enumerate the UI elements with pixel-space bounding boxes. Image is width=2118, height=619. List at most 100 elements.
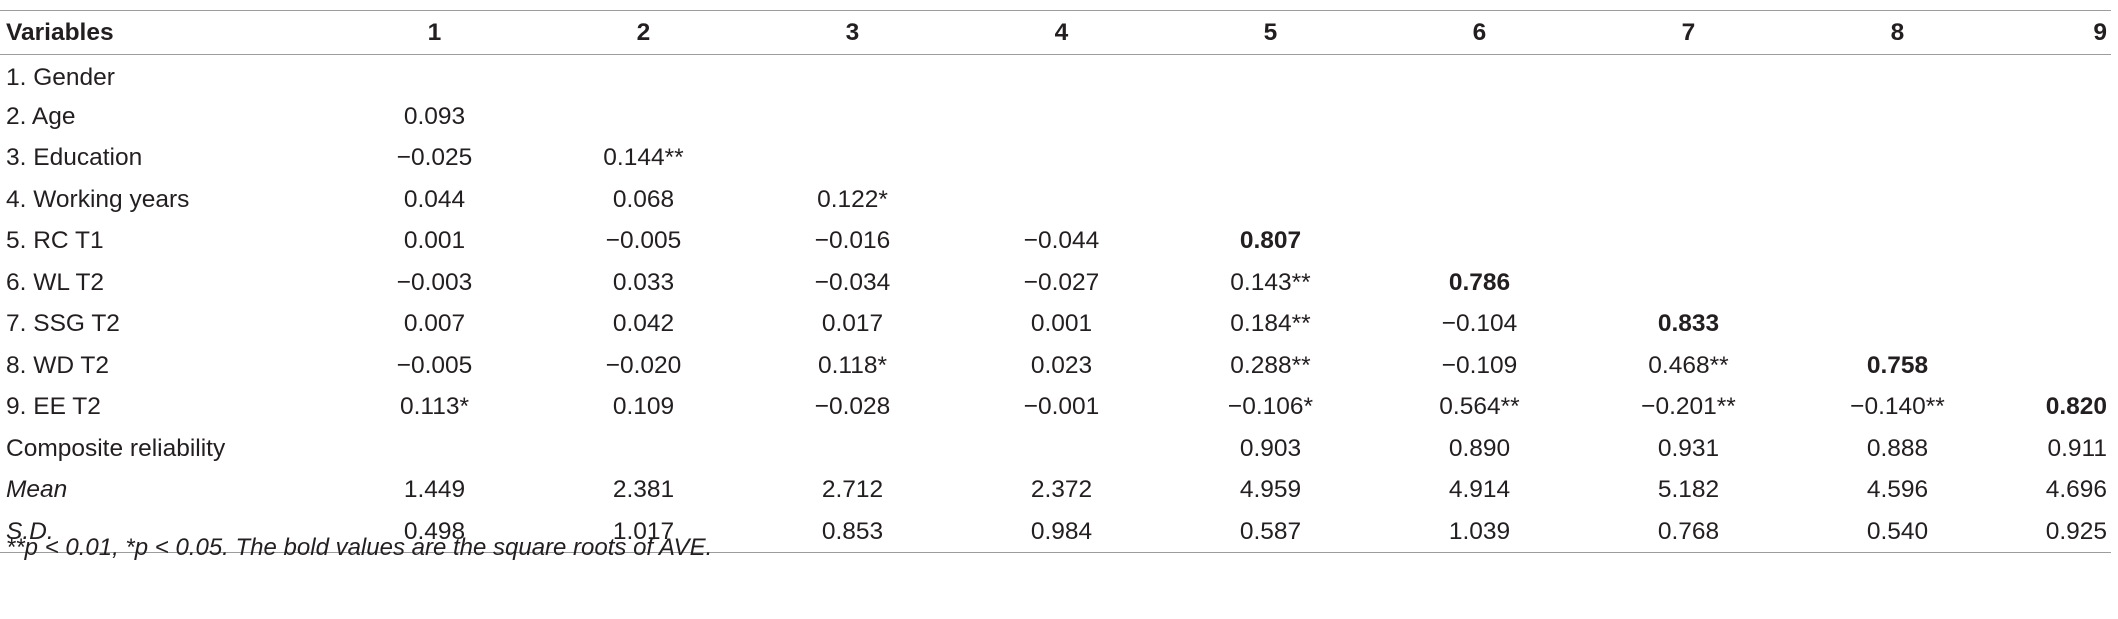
ave-value: 0.786 [1448, 268, 1511, 296]
table-cell [1584, 138, 1793, 180]
correlation-table: Variables 1 2 3 4 5 6 7 8 9 1. Gender [0, 10, 2111, 553]
table-cell: 2.712 [821, 476, 884, 504]
table-cell: 2.381 [612, 476, 675, 504]
table-cell: 4.696 [2045, 476, 2107, 504]
table-cell: 0.564** [1439, 393, 1520, 421]
row-label: 5. RC T1 [6, 227, 104, 255]
table-cell [2002, 221, 2111, 263]
table-cell: 0.903 [1239, 434, 1302, 462]
table-cell [748, 428, 957, 470]
table-cell [330, 55, 539, 97]
header-col-7: 7 [1681, 18, 1696, 46]
table-cell [1166, 96, 1375, 138]
table-row: 3. Education −0.025 0.144** [0, 138, 2111, 180]
table-cell: 0.890 [1448, 434, 1511, 462]
table-cell: 0.033 [612, 268, 675, 296]
header-col-5: 5 [1263, 18, 1278, 46]
table-cell: 0.001 [1030, 310, 1093, 338]
table-cell [1166, 138, 1375, 180]
table-cell [1584, 262, 1793, 304]
table-body: 1. Gender 2. Age 0.093 [0, 55, 2111, 553]
table-cell [539, 428, 748, 470]
table-row: 8. WD T2 −0.005 −0.020 0.118* 0.023 0.28… [0, 345, 2111, 387]
header-row: Variables 1 2 3 4 5 6 7 8 9 [0, 10, 2111, 55]
row-label: 9. EE T2 [6, 393, 101, 421]
table-cell-ave: 0.833 [1584, 304, 1793, 346]
header-col-6: 6 [1472, 18, 1487, 46]
table-cell [1793, 138, 2002, 180]
table-row: S.D. 0.498 1.017 0.853 0.984 0.587 1.039… [0, 511, 2111, 553]
table-cell [1584, 179, 1793, 221]
table-cell [1375, 96, 1584, 138]
table-cell: −0.020 [605, 351, 682, 379]
table-cell [1375, 138, 1584, 180]
table-cell: 0.143** [1230, 268, 1311, 296]
row-label: 4. Working years [6, 185, 190, 213]
table-cell [2002, 55, 2111, 97]
table-cell [539, 96, 748, 138]
table-cell [957, 96, 1166, 138]
table-cell [1793, 96, 2002, 138]
table-cell [1793, 262, 2002, 304]
table-cell [2002, 138, 2111, 180]
table-cell [2002, 262, 2111, 304]
table-cell: 0.540 [1866, 517, 1929, 545]
table-footnote: **p < 0.01, *p < 0.05. The bold values a… [6, 534, 713, 561]
table-row: 2. Age 0.093 [0, 96, 2111, 138]
table-cell: −0.106* [1227, 393, 1314, 421]
table-cell: 0.113* [399, 393, 470, 421]
table-cell: 0.017 [821, 310, 884, 338]
row-label: 6. WL T2 [6, 268, 105, 296]
table-cell: 1.039 [1448, 517, 1511, 545]
table-cell [539, 55, 748, 97]
table-cell: −0.016 [814, 227, 891, 255]
table-cell: −0.005 [605, 227, 682, 255]
table-cell: 1.017 [612, 517, 675, 545]
row-label: 2. Age [6, 102, 76, 130]
row-label: S.D. [6, 517, 54, 545]
row-label: Mean [6, 476, 68, 504]
table-cell [957, 428, 1166, 470]
table-cell: 0.768 [1657, 517, 1720, 545]
header-col-9: 9 [2093, 18, 2107, 46]
table-cell: 0.042 [612, 310, 675, 338]
table-cell: 4.914 [1448, 476, 1511, 504]
table-cell: 0.587 [1239, 517, 1302, 545]
table-cell: 0.023 [1030, 351, 1093, 379]
ave-value: 0.758 [1866, 351, 1929, 379]
table-row: 9. EE T2 0.113* 0.109 −0.028 −0.001 −0.1… [0, 387, 2111, 429]
table-cell: 0.001 [403, 227, 466, 255]
table-cell [1584, 55, 1793, 97]
table-cell: −0.025 [396, 144, 473, 172]
table-cell: 0.007 [403, 310, 466, 338]
table-cell [1375, 179, 1584, 221]
header-variables: Variables [6, 18, 114, 46]
table-cell: 0.184** [1230, 310, 1311, 338]
table-cell: −0.028 [814, 393, 891, 421]
ave-value: 0.833 [1657, 310, 1720, 338]
table-cell-ave: 0.820 [2002, 387, 2111, 429]
table-cell: 0.925 [2045, 517, 2107, 545]
table-cell [748, 96, 957, 138]
table-cell [1584, 221, 1793, 263]
table-cell [2002, 345, 2111, 387]
ave-value: 0.807 [1239, 227, 1302, 255]
table-cell: 0.498 [403, 517, 466, 545]
table-cell: 0.984 [1030, 517, 1093, 545]
row-label: 7. SSG T2 [6, 310, 120, 338]
table-cell: 0.853 [821, 517, 884, 545]
table-row: 6. WL T2 −0.003 0.033 −0.034 −0.027 0.14… [0, 262, 2111, 304]
header-col-3: 3 [845, 18, 860, 46]
table-cell: 0.118* [817, 351, 888, 379]
table-row: 1. Gender [0, 55, 2111, 97]
table-cell [748, 138, 957, 180]
table-cell: 0.093 [403, 102, 466, 130]
header-col-1: 1 [427, 18, 442, 46]
table-cell: 0.931 [1657, 434, 1720, 462]
table-cell [1793, 304, 2002, 346]
table-cell: 0.122* [817, 185, 888, 213]
ave-value: 0.820 [2045, 393, 2107, 421]
header-col-8: 8 [1890, 18, 1905, 46]
table-cell [1793, 221, 2002, 263]
